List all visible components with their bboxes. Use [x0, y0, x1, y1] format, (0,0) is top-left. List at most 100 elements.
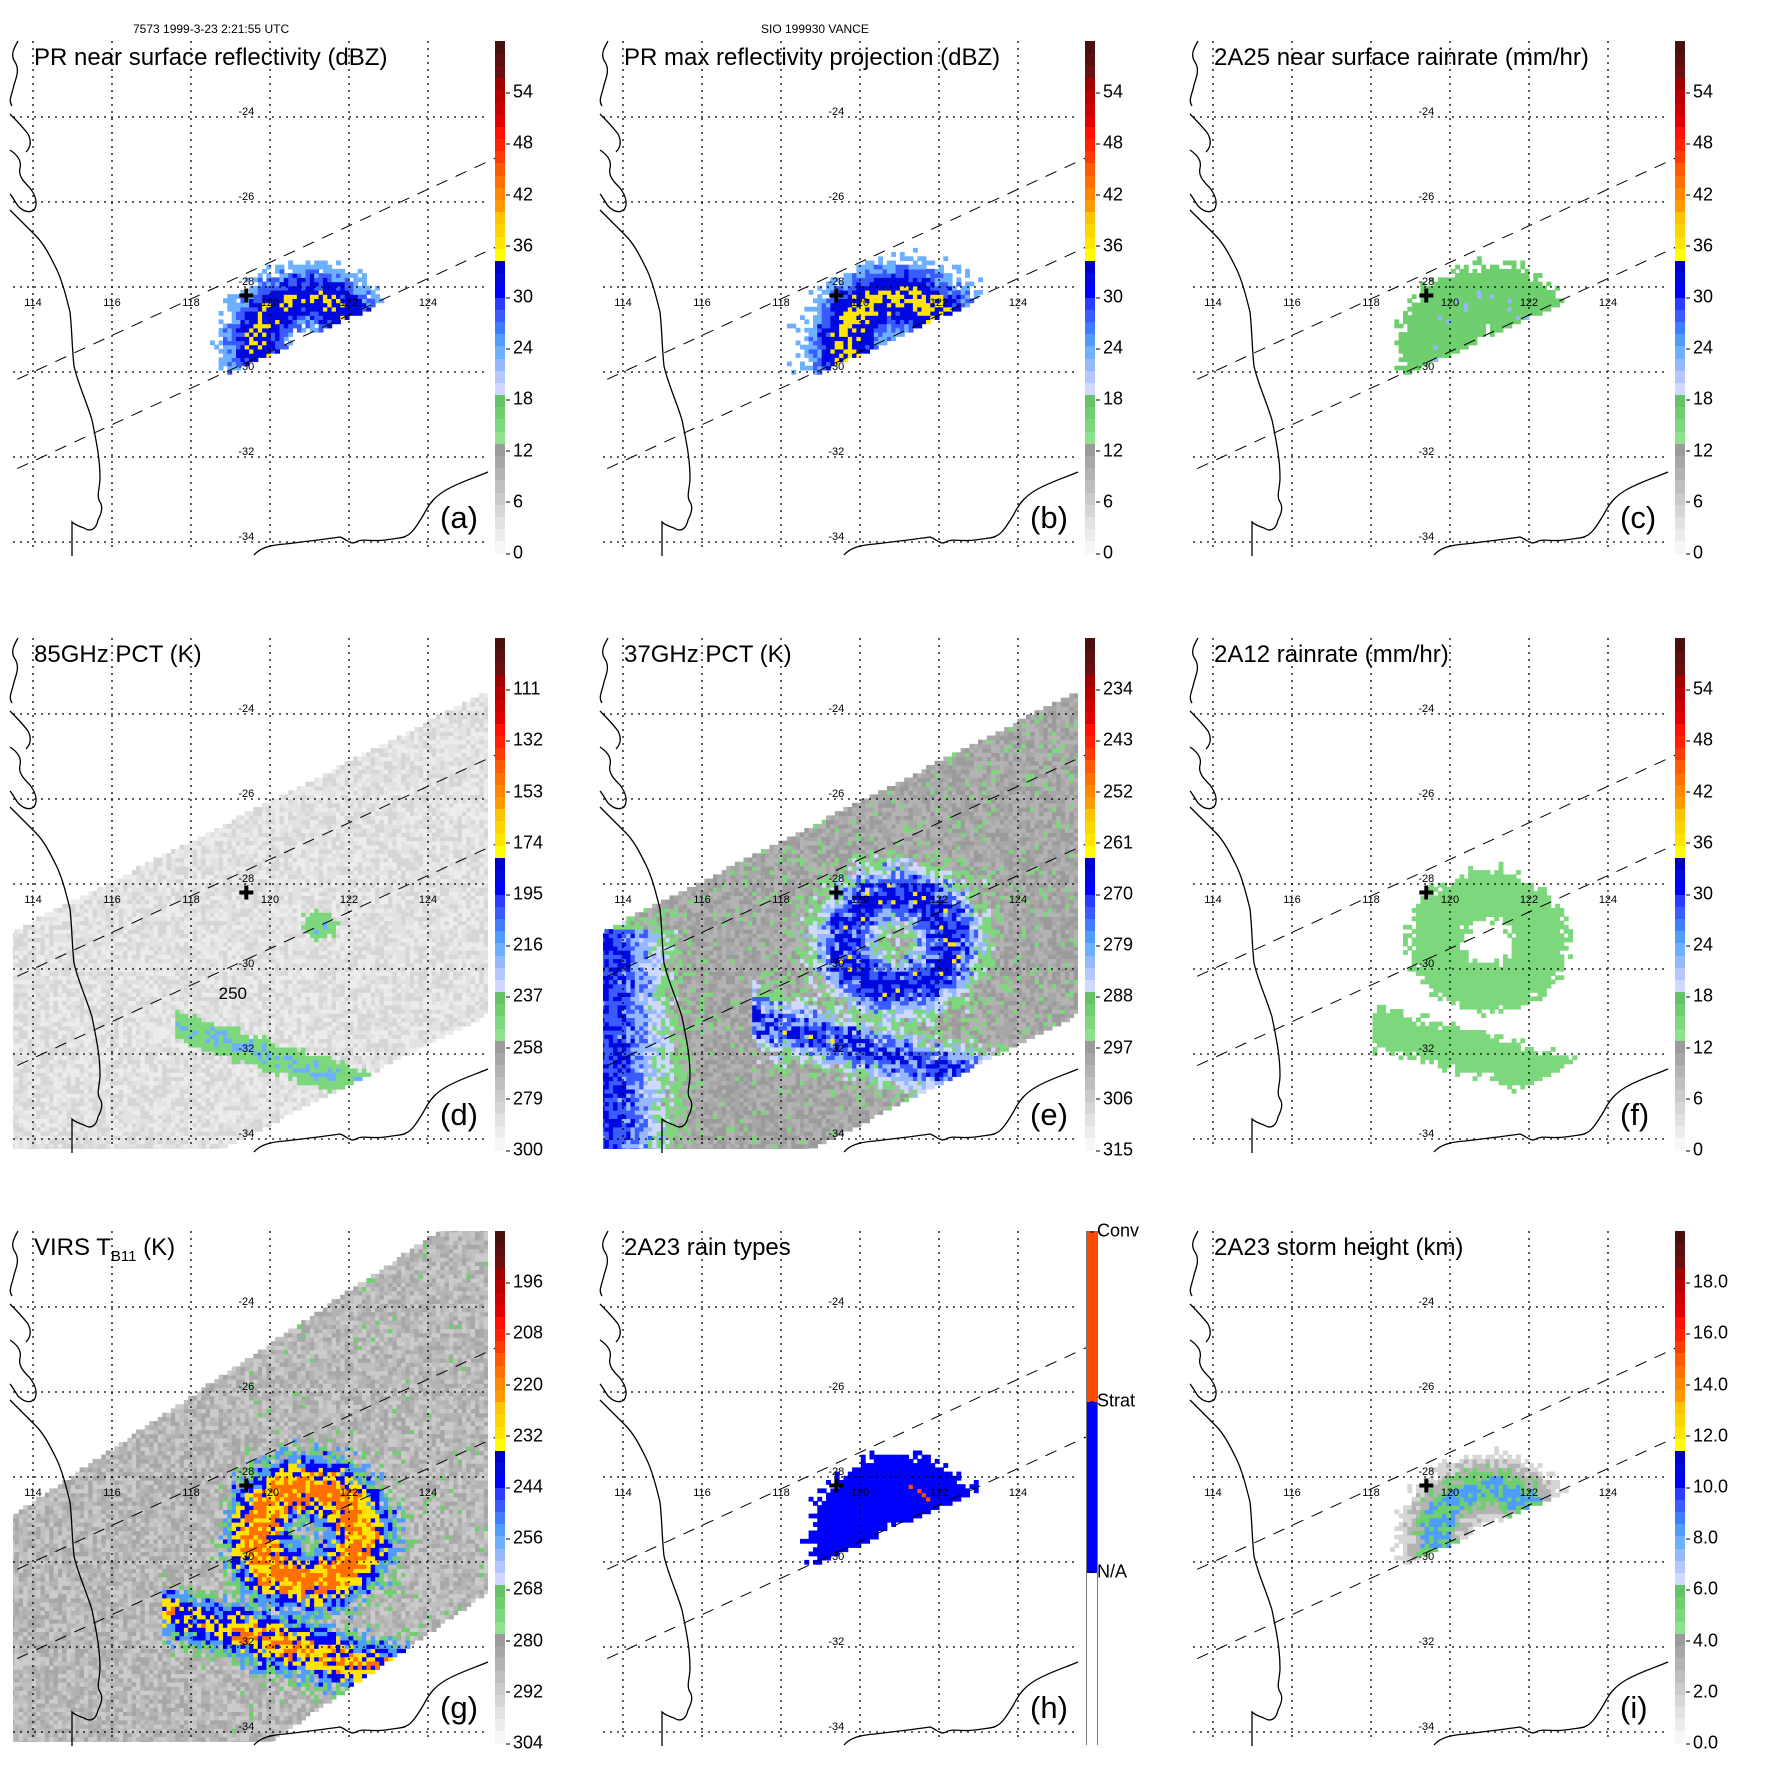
data-cell — [97, 1131, 102, 1136]
data-cell — [817, 315, 822, 320]
data-cell — [101, 950, 106, 955]
data-cell — [375, 294, 380, 299]
data-cell — [856, 336, 861, 341]
data-cell — [180, 1110, 185, 1115]
data-cell — [835, 303, 840, 308]
data-cell — [1433, 303, 1438, 308]
data-cell — [149, 963, 154, 968]
data-cell — [1420, 307, 1425, 312]
data-cell — [132, 950, 137, 955]
data-cell — [45, 1097, 50, 1102]
data-cell — [101, 963, 106, 968]
data-cell — [127, 1152, 132, 1157]
data-cell — [67, 959, 72, 964]
data-cell — [106, 1127, 111, 1132]
data-cell — [132, 1139, 137, 1144]
data-cell — [114, 971, 119, 976]
data-cell — [136, 1060, 141, 1065]
data-cell — [167, 1173, 172, 1178]
data-cell — [88, 1072, 93, 1077]
data-cell — [145, 1064, 150, 1069]
data-cell — [88, 1076, 93, 1081]
data-cell — [1429, 349, 1434, 354]
data-cell — [817, 349, 822, 354]
data-cell — [813, 319, 818, 324]
data-cell — [97, 1034, 102, 1039]
data-cell — [175, 1161, 180, 1166]
data-cell — [132, 996, 137, 1001]
data-cell — [1486, 298, 1491, 303]
data-cell — [1455, 311, 1460, 316]
data-cell — [110, 1177, 115, 1182]
data-cell — [193, 1064, 198, 1069]
data-cell — [223, 336, 228, 341]
data-cell — [145, 1106, 150, 1111]
data-cell — [36, 980, 41, 985]
data-cell — [1503, 319, 1508, 324]
data-cell — [1438, 290, 1443, 295]
data-cell — [67, 1089, 72, 1094]
data-cell — [88, 1173, 93, 1178]
data-cell — [922, 319, 927, 324]
data-cell — [10, 988, 15, 993]
colorbar-segment — [1085, 236, 1095, 249]
data-cell — [878, 319, 883, 324]
colorbar-segment — [1085, 187, 1095, 200]
data-cell — [132, 916, 137, 921]
data-cell — [75, 1081, 80, 1086]
data-cell — [188, 1152, 193, 1157]
data-cell — [865, 277, 870, 282]
data-cell — [1412, 319, 1417, 324]
data-cell — [353, 311, 358, 316]
data-cell — [140, 1034, 145, 1039]
data-cell — [19, 1123, 24, 1128]
colorbar-segment — [495, 370, 505, 383]
data-cell — [101, 1060, 106, 1065]
data-cell — [58, 1055, 63, 1060]
data-cell — [154, 858, 159, 863]
data-cell — [1455, 332, 1460, 337]
data-cell — [162, 1156, 167, 1161]
data-cell — [1460, 319, 1465, 324]
data-cell — [32, 1123, 37, 1128]
data-cell — [62, 963, 67, 968]
data-cell — [804, 307, 809, 312]
data-cell — [36, 1156, 41, 1161]
data-cell — [1473, 311, 1478, 316]
data-cell — [97, 1009, 102, 1014]
data-cell — [1442, 282, 1447, 287]
data-cell — [41, 1009, 46, 1014]
data-cell — [288, 298, 293, 303]
data-cell — [54, 912, 59, 917]
data-cell — [1460, 328, 1465, 333]
data-cell — [132, 874, 137, 879]
data-cell — [1494, 328, 1499, 333]
data-cell — [843, 353, 848, 358]
data-cell — [1429, 315, 1434, 320]
data-cell — [80, 1085, 85, 1090]
data-cell — [145, 1026, 150, 1031]
data-cell — [75, 921, 80, 926]
data-cell — [1503, 261, 1508, 266]
data-cell — [58, 938, 63, 943]
data-cell — [101, 992, 106, 997]
data-cell — [140, 883, 145, 888]
data-cell — [97, 1123, 102, 1128]
data-cell — [184, 1047, 189, 1052]
data-cell — [180, 992, 185, 997]
data-cell — [10, 1123, 15, 1128]
colorbar-segment — [1675, 431, 1685, 444]
data-cell — [84, 1072, 89, 1077]
data-cell — [171, 870, 176, 875]
data-cell — [1507, 303, 1512, 308]
data-cell — [909, 273, 914, 278]
data-cell — [28, 1047, 33, 1052]
data-cell — [49, 946, 54, 951]
data-cell — [136, 992, 141, 997]
data-cell — [23, 1026, 28, 1031]
data-cell — [127, 1182, 132, 1187]
data-cell — [909, 307, 914, 312]
data-cell — [158, 992, 163, 997]
data-cell — [171, 1102, 176, 1107]
data-cell — [88, 942, 93, 947]
